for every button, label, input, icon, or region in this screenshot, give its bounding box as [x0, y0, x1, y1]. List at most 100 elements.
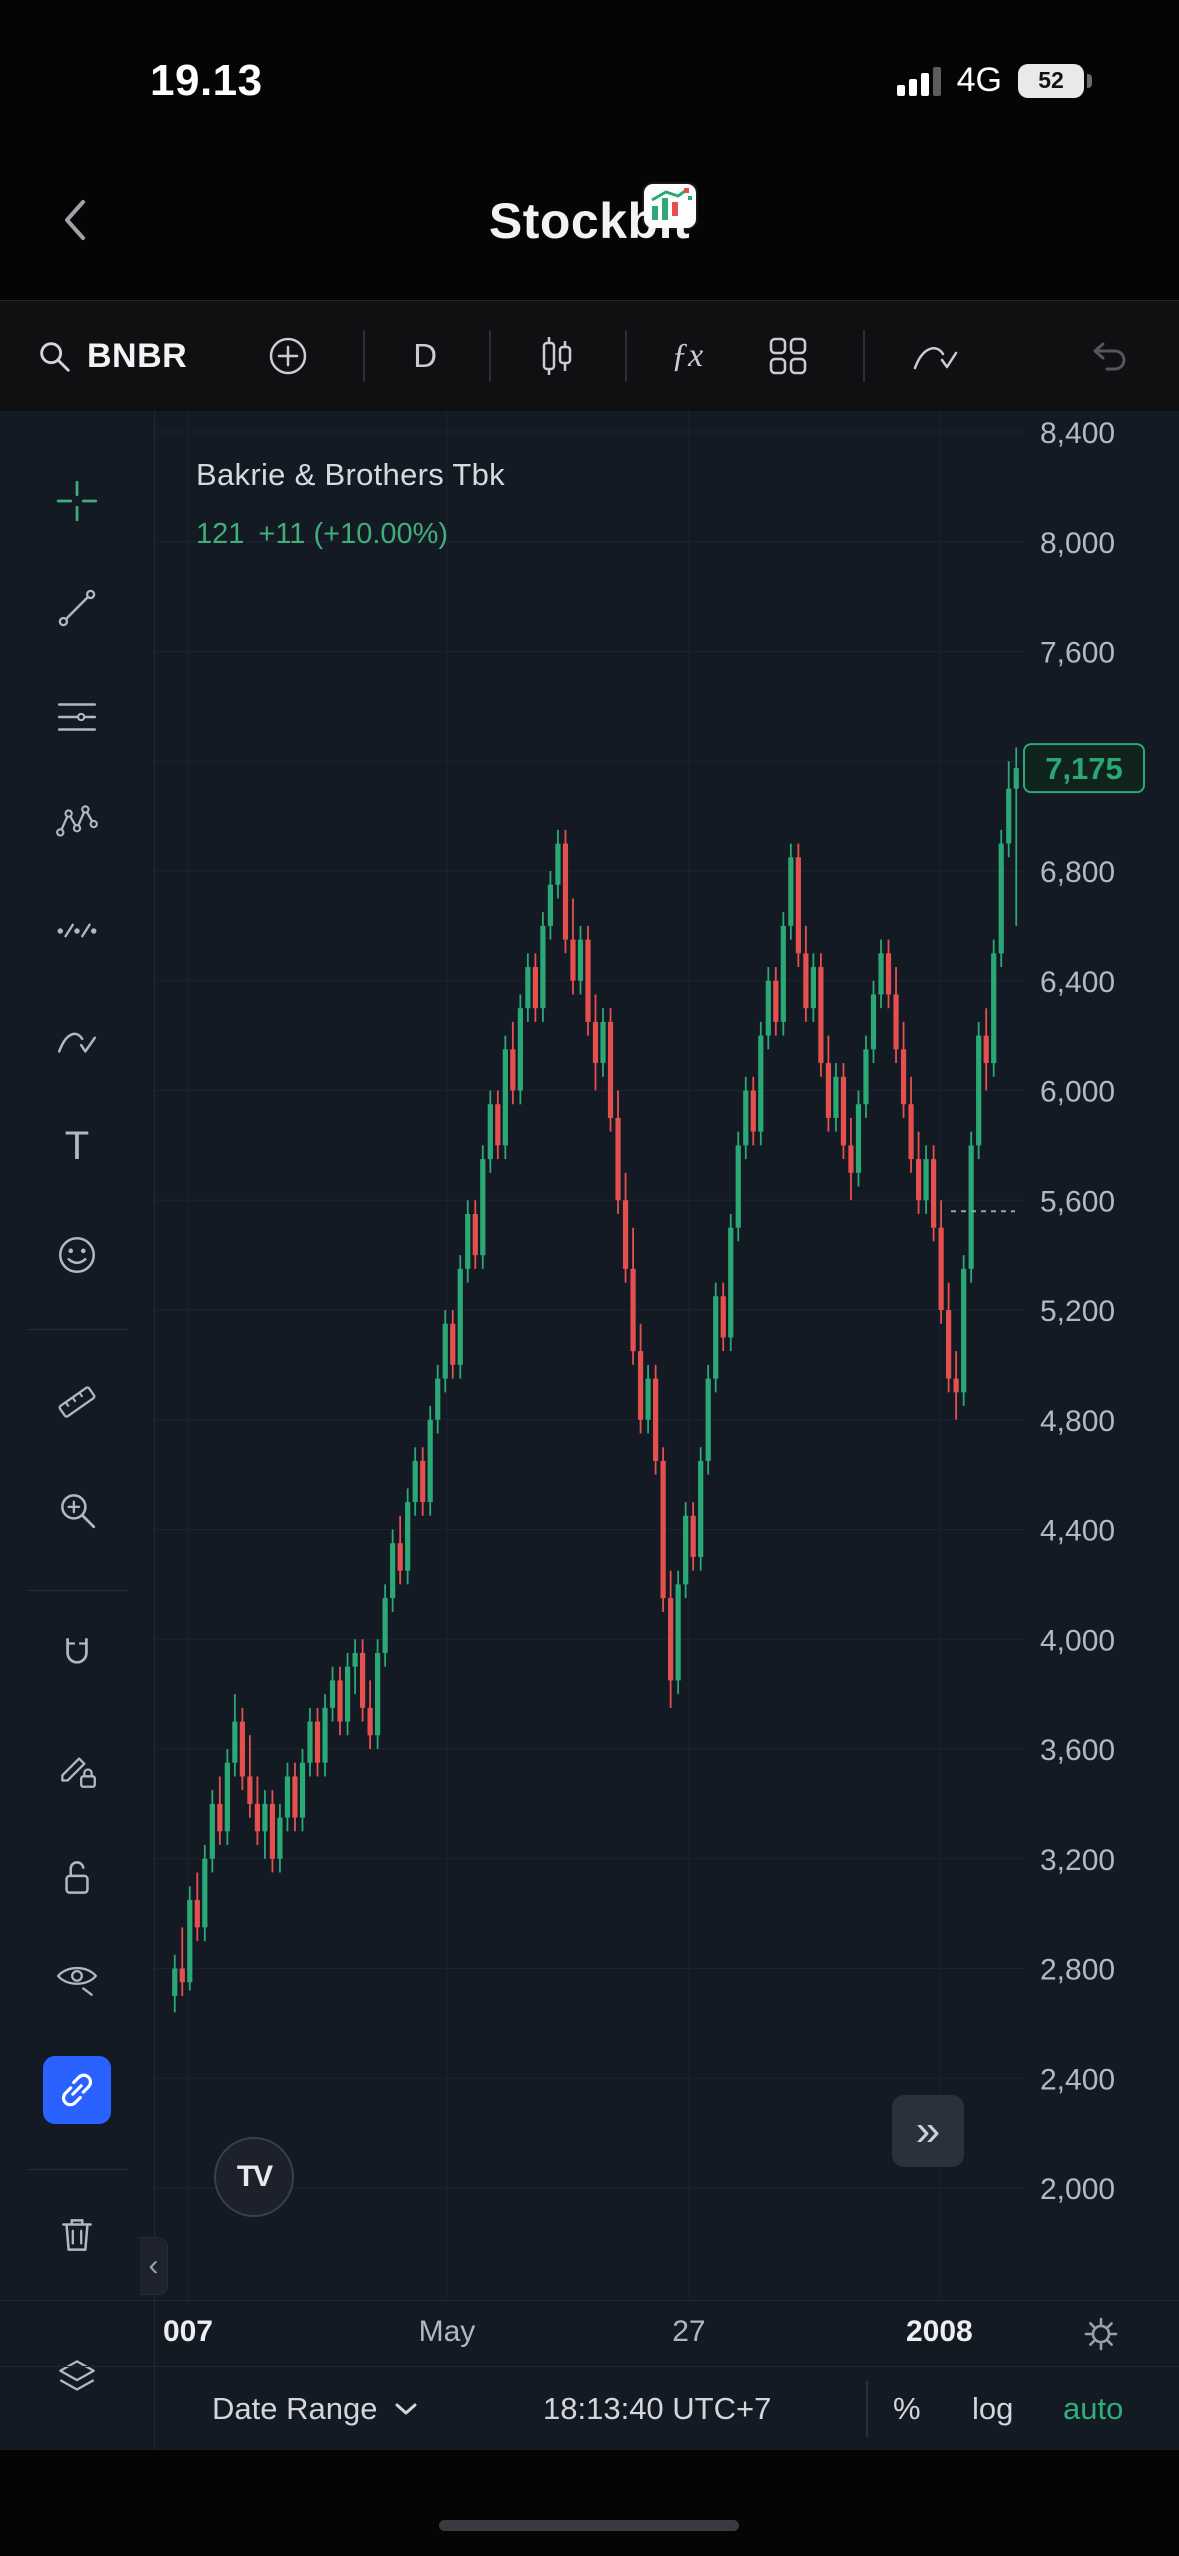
candle-body	[510, 1049, 516, 1091]
tool-zoom-in[interactable]	[43, 1476, 111, 1544]
candle-body	[953, 1378, 959, 1393]
brush-icon	[913, 347, 958, 370]
candle-body	[863, 1049, 869, 1105]
plus-circle-icon	[269, 337, 307, 375]
price-tick-label: 3,600	[1040, 1734, 1115, 1767]
candle-body	[540, 925, 546, 1009]
candle-body	[878, 953, 884, 995]
candle-body	[344, 1666, 351, 1722]
candle-body	[435, 1378, 441, 1420]
candle-body	[622, 1200, 629, 1269]
candle-body	[314, 1721, 321, 1763]
candle-body	[946, 1310, 952, 1379]
zoom-in-icon	[61, 1494, 96, 1529]
tool-trend-line[interactable]	[43, 574, 111, 642]
log-scale-button[interactable]: log	[972, 2367, 1013, 2451]
candle-body	[172, 1968, 178, 1996]
date-range-button[interactable]: Date Range	[212, 2367, 419, 2451]
candle-body	[720, 1296, 726, 1338]
candle-body	[254, 1803, 261, 1832]
tool-link-sync[interactable]	[43, 2056, 111, 2124]
compare-add-button[interactable]	[265, 333, 311, 379]
time-axis[interactable]: 007 May 27 2008	[0, 2300, 1179, 2366]
candle-body	[893, 994, 899, 1050]
trash-icon	[62, 2219, 92, 2251]
tool-magnet[interactable]	[43, 1621, 111, 1689]
candle-body	[675, 1584, 681, 1681]
clock-text: 19.13	[150, 55, 263, 105]
tool-emoji[interactable]	[43, 1221, 111, 1289]
candle-body	[765, 980, 771, 1036]
tool-ruler[interactable]	[43, 1368, 111, 1436]
candle-body	[307, 1721, 313, 1763]
tool-elliott-wave[interactable]	[43, 897, 111, 965]
last-price: 121	[196, 518, 245, 550]
text-tool-icon: T	[64, 1123, 90, 1168]
back-button[interactable]	[45, 188, 109, 252]
candle-body	[885, 953, 892, 995]
candle-body	[833, 1076, 839, 1118]
candle-body	[743, 1090, 749, 1146]
layers-icon	[59, 2360, 95, 2391]
tool-unlock[interactable]	[43, 1844, 111, 1912]
eye-icon	[56, 1966, 98, 1996]
indicators-button[interactable]: ƒx	[671, 337, 703, 375]
candle-body	[277, 1817, 283, 1859]
chevron-down-icon	[395, 2403, 417, 2415]
percent-label: %	[893, 2391, 921, 2426]
percent-scale-button[interactable]: %	[893, 2367, 921, 2451]
interval-button[interactable]: D	[413, 337, 437, 375]
tool-pencil-lock[interactable]	[43, 1735, 111, 1803]
candle-body	[547, 884, 554, 926]
log-label: log	[972, 2391, 1014, 2426]
divider	[28, 1329, 128, 1330]
undo-arrow-icon	[1093, 342, 1126, 371]
chart-bottom-bar: Date Range 18:13:40 UTC+7 % log auto	[0, 2366, 1179, 2450]
candle-body	[637, 1351, 644, 1420]
candle-body	[405, 1502, 411, 1571]
layout-templates-button[interactable]	[765, 333, 811, 379]
price-tick-label: 2,000	[1040, 2173, 1115, 2206]
candle-body	[600, 1021, 606, 1064]
trend-line-icon	[58, 589, 96, 627]
candle-body	[397, 1543, 403, 1571]
candle-body	[487, 1104, 493, 1160]
candle-body	[480, 1159, 486, 1256]
tool-layers[interactable]	[43, 2343, 111, 2411]
tradingview-logo[interactable]: TV	[214, 2137, 294, 2217]
chart-type-button[interactable]	[535, 333, 579, 379]
divider	[363, 330, 366, 382]
price-change: +11 (+10.00%)	[258, 518, 449, 550]
brush-icon	[57, 1032, 97, 1053]
divider	[489, 330, 492, 382]
tool-trash[interactable]	[43, 2201, 111, 2269]
draw-button[interactable]	[909, 334, 959, 378]
chart-settings-button[interactable]	[1078, 2309, 1128, 2359]
undo-button[interactable]	[1085, 335, 1131, 377]
candle-body	[592, 1021, 599, 1064]
price-marker-box	[1023, 743, 1145, 794]
auto-scale-button[interactable]: auto	[1063, 2367, 1123, 2451]
candle-body	[645, 1378, 651, 1420]
tool-xabcd-pattern[interactable]	[43, 789, 111, 857]
expand-toolbar-button[interactable]: »	[892, 2095, 964, 2167]
tool-brush[interactable]	[43, 1008, 111, 1076]
xabcd-pattern-icon	[56, 805, 98, 837]
candle-body	[194, 1899, 200, 1928]
candle-body	[217, 1803, 223, 1832]
price-chart[interactable]: 8,400 8,000 7,600 6,800 6,400 6,000 5,600 5,200…	[155, 411, 1179, 2300]
fx-icon: ƒx	[671, 337, 704, 374]
symbol-search-button[interactable]: BNBR	[35, 337, 187, 376]
candle-body	[525, 967, 531, 1009]
price-tick-label: 8,400	[1040, 417, 1115, 450]
x-axis-label: 2008	[905, 2315, 973, 2348]
candlestick-icon	[542, 337, 572, 375]
sidebar-collapse-handle[interactable]: ‹	[140, 2237, 168, 2295]
tool-text[interactable]: T	[43, 1112, 111, 1180]
tool-horizontal-lines[interactable]	[43, 683, 111, 751]
candle-body	[923, 1159, 929, 1201]
candle-body	[232, 1721, 238, 1763]
tool-crosshair[interactable]	[43, 467, 111, 535]
candle-body	[870, 994, 877, 1050]
tool-hide-drawings[interactable]	[43, 1944, 111, 2012]
